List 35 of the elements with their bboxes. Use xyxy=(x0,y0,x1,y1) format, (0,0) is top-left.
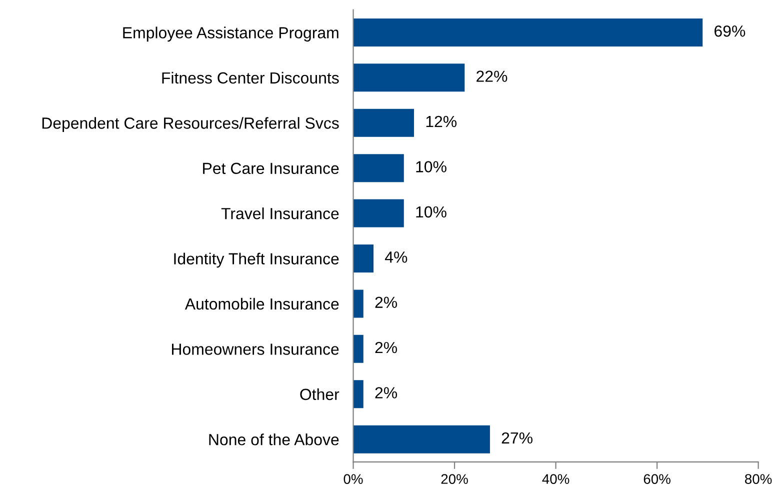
data-label: 69% xyxy=(714,25,746,37)
y-tick-label: Homeowners Insurance xyxy=(172,344,339,355)
x-tick-label: 80% xyxy=(745,474,772,484)
x-tick-label: 40% xyxy=(542,474,570,484)
bar xyxy=(353,154,404,182)
y-tick-label: Travel Insurance xyxy=(221,208,339,220)
bar xyxy=(353,244,374,273)
bar xyxy=(353,199,404,228)
data-label: 12% xyxy=(426,116,457,128)
bar xyxy=(353,108,414,137)
y-tick-label: Automobile Insurance xyxy=(184,298,339,310)
data-label: 10% xyxy=(416,206,446,218)
y-tick-label: Other xyxy=(300,388,340,400)
data-label: 2% xyxy=(375,342,398,354)
bar xyxy=(353,425,490,454)
bar xyxy=(353,64,465,92)
data-label: 27% xyxy=(502,432,532,444)
data-label: 10% xyxy=(416,161,446,172)
x-tick-label: 60% xyxy=(644,474,670,484)
y-tick-label: Fitness Center Discounts xyxy=(162,72,339,84)
data-label: 22% xyxy=(476,70,508,82)
bar xyxy=(353,334,364,363)
bar xyxy=(353,290,364,318)
x-tick-label: 20% xyxy=(441,474,468,484)
data-label: 2% xyxy=(375,296,398,308)
data-label: 4% xyxy=(384,252,408,263)
y-tick-label: Dependent Care Resources/Referral Svcs xyxy=(42,117,339,132)
x-tick-label: 0% xyxy=(344,474,363,484)
y-tick-label: Employee Assistance Program xyxy=(123,26,338,42)
y-tick-label: None of the Above xyxy=(209,434,339,446)
bar xyxy=(353,380,364,408)
bar xyxy=(353,18,703,46)
y-tick-label: Identity Theft Insurance xyxy=(174,252,339,268)
data-label: 2% xyxy=(375,387,398,398)
y-tick-label: Pet Care Insurance xyxy=(203,162,339,174)
